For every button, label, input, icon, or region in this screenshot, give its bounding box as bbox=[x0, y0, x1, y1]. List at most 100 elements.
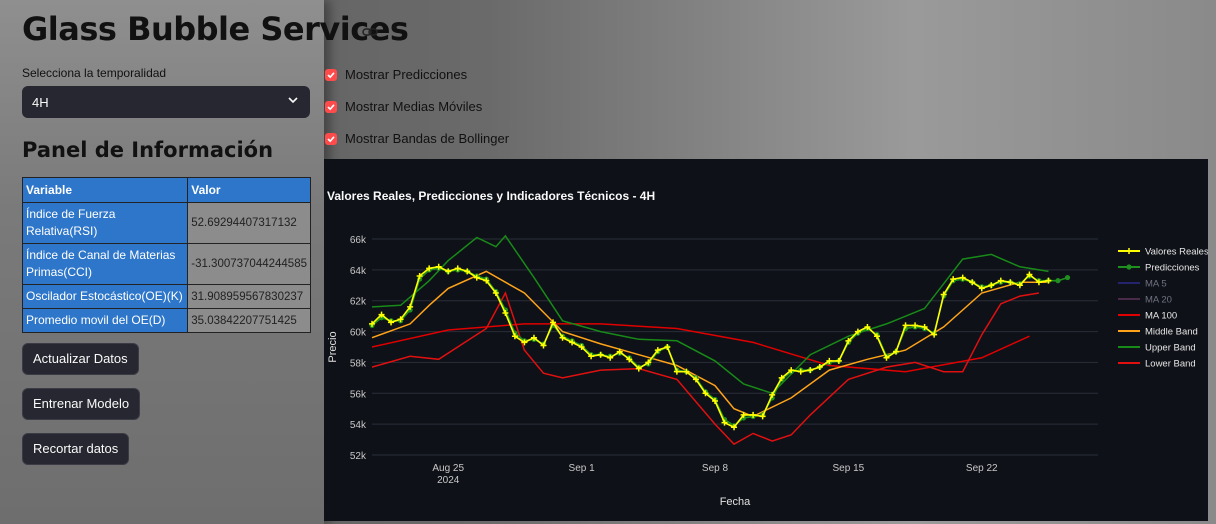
real-value-point bbox=[416, 273, 423, 280]
table-header-row: Variable Valor bbox=[21, 177, 311, 203]
show-bollinger-label: Mostrar Bandas de Bollinger bbox=[345, 131, 510, 146]
real-value-point bbox=[502, 310, 509, 317]
real-value-point bbox=[464, 268, 471, 275]
real-value-point bbox=[788, 367, 795, 374]
show-bollinger-checkbox[interactable]: Mostrar Bandas de Bollinger bbox=[325, 131, 509, 146]
real-value-point bbox=[492, 290, 499, 296]
legend-item-label: MA 5 bbox=[1145, 279, 1167, 290]
real-value-point bbox=[511, 333, 518, 340]
y-tick-label: 58k bbox=[350, 358, 367, 369]
real-value-point bbox=[1045, 277, 1052, 284]
prediction-point bbox=[1055, 278, 1061, 284]
real-value-point bbox=[445, 268, 452, 275]
real-value-point bbox=[835, 357, 842, 364]
y-tick-label: 52k bbox=[350, 451, 367, 462]
real-value-point bbox=[1026, 271, 1033, 278]
x-tick-label: Sep 8 bbox=[702, 463, 729, 474]
prediction-point bbox=[1064, 274, 1071, 281]
series-line bbox=[371, 291, 1040, 446]
real-value-point bbox=[997, 277, 1004, 284]
real-value-point bbox=[797, 368, 804, 375]
real-value-point bbox=[931, 331, 938, 338]
chevron-down-icon bbox=[288, 97, 298, 104]
real-value-point bbox=[664, 344, 671, 350]
real-value-point bbox=[1007, 279, 1014, 286]
x-tick-label: Sep 1 bbox=[569, 463, 596, 474]
real-value-point bbox=[607, 354, 614, 361]
real-value-point bbox=[883, 354, 890, 361]
timeframe-select[interactable]: 4H bbox=[22, 86, 310, 118]
show-moving-averages-checkbox[interactable]: Mostrar Medias Móviles bbox=[325, 99, 482, 114]
real-value-point bbox=[569, 339, 576, 346]
real-value-point bbox=[845, 337, 852, 344]
real-value-point bbox=[626, 356, 633, 363]
table-row: Índice de Fuerza Relativa(RSI) 52.692944… bbox=[21, 202, 311, 244]
y-tick-label: 66k bbox=[350, 235, 367, 246]
real-value-point bbox=[778, 374, 785, 381]
variable-cell: Índice de Fuerza Relativa(RSI) bbox=[21, 202, 189, 244]
x-tick-sublabel: 2024 bbox=[437, 475, 460, 486]
real-value-point bbox=[969, 279, 976, 286]
show-predictions-label: Mostrar Predicciones bbox=[345, 67, 468, 82]
update-data-button[interactable]: Actualizar Datos bbox=[22, 343, 139, 375]
legend-item-label: Middle Band bbox=[1145, 327, 1198, 338]
legend-item-label: Lower Band bbox=[1145, 359, 1196, 370]
real-value-point bbox=[721, 419, 728, 426]
legend-item-label: MA 100 bbox=[1145, 311, 1177, 322]
real-value-point bbox=[769, 391, 776, 398]
real-value-point bbox=[1016, 282, 1023, 289]
info-table: Variable Valor Índice de Fuerza Relativa… bbox=[21, 177, 311, 333]
show-moving-averages-label: Mostrar Medias Móviles bbox=[345, 99, 483, 114]
variable-cell: Promedio movil del OE(D) bbox=[21, 308, 189, 333]
real-value-point bbox=[578, 344, 585, 350]
real-value-point bbox=[521, 339, 528, 346]
real-value-point bbox=[388, 319, 395, 326]
table-row: Oscilador Estocástico(OE)(K) 31.90895956… bbox=[21, 284, 311, 309]
legend-item-label: MA 20 bbox=[1145, 295, 1172, 306]
real-value-point bbox=[426, 265, 433, 272]
real-value-point bbox=[807, 367, 814, 374]
real-value-point bbox=[616, 348, 623, 355]
real-value-point bbox=[950, 276, 957, 283]
value-cell: 31.908959567830237 bbox=[187, 284, 311, 309]
trim-data-button[interactable]: Recortar datos bbox=[22, 433, 130, 465]
real-value-point bbox=[702, 390, 709, 397]
x-tick-label: Aug 25 bbox=[432, 463, 464, 474]
x-tick-label: Sep 22 bbox=[966, 463, 998, 474]
real-value-point bbox=[1035, 279, 1042, 286]
checkbox-checked-icon bbox=[325, 100, 337, 113]
real-value-point bbox=[473, 274, 480, 281]
legend-item-label: Valores Reales bbox=[1145, 247, 1208, 258]
variable-cell: Índice de Canal de Materias Primas(CCI) bbox=[21, 243, 189, 285]
value-cell: 52.69294407317132 bbox=[187, 202, 311, 244]
real-value-point bbox=[540, 342, 547, 349]
checkbox-checked-icon bbox=[325, 132, 337, 145]
chart-title: Valores Reales, Predicciones y Indicador… bbox=[327, 189, 656, 203]
train-model-button[interactable]: Entrenar Modelo bbox=[22, 388, 141, 420]
table-row: Índice de Canal de Materias Primas(CCI) … bbox=[21, 243, 311, 285]
real-value-point bbox=[645, 359, 652, 366]
timeframe-value: 4H bbox=[32, 95, 49, 110]
series-line bbox=[371, 234, 1049, 395]
real-value-point bbox=[397, 316, 404, 323]
real-value-point bbox=[635, 365, 642, 372]
series-line bbox=[371, 270, 1049, 418]
real-value-point bbox=[550, 319, 557, 326]
real-value-point bbox=[435, 263, 442, 270]
show-predictions-checkbox[interactable]: Mostrar Predicciones bbox=[325, 67, 467, 82]
panel-title: Panel de Información bbox=[22, 138, 274, 162]
app-title: Glass Bubble Services bbox=[22, 10, 409, 48]
real-value-point bbox=[826, 357, 833, 364]
real-value-point bbox=[654, 347, 661, 354]
real-value-point bbox=[483, 277, 490, 284]
link-icon[interactable] bbox=[362, 26, 378, 38]
price-chart[interactable]: Valores Reales, Predicciones y Indicador… bbox=[324, 159, 1208, 521]
real-value-point bbox=[921, 323, 928, 330]
real-value-point bbox=[454, 265, 461, 272]
real-value-point bbox=[988, 282, 995, 289]
real-value-point bbox=[893, 348, 900, 355]
legend-marker bbox=[1126, 264, 1132, 270]
real-value-point bbox=[959, 274, 966, 281]
real-value-point bbox=[873, 333, 880, 340]
